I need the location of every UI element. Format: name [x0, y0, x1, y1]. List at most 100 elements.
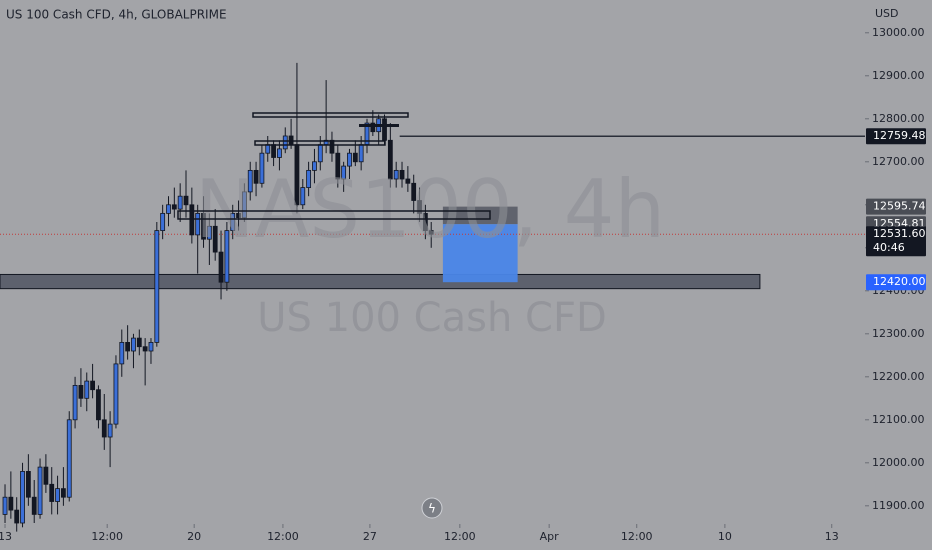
y-tick-label: 12200.00 — [872, 370, 925, 383]
candle-body — [405, 178, 411, 184]
candle-body — [271, 144, 276, 158]
candle-body — [84, 380, 90, 399]
candle-body — [253, 169, 259, 184]
candle-body — [177, 195, 183, 210]
candle-body — [37, 466, 43, 515]
y-tick-label: 13000.00 — [872, 26, 925, 39]
x-tick-label: 13 — [825, 530, 839, 543]
candle-body — [277, 148, 282, 158]
candle-body — [166, 204, 171, 214]
candle-body — [43, 466, 49, 485]
price-axis: 11900.00 12000.00 12100.00 12200.00 12300.00… — [0, 26, 926, 543]
candle-body — [282, 135, 288, 150]
price-label: 12595.74 — [873, 200, 926, 213]
candle-body — [61, 488, 66, 498]
candle-body — [2, 496, 8, 515]
candle-body — [306, 169, 312, 188]
candle-body — [247, 169, 253, 193]
candle-body — [90, 380, 95, 391]
candle-body — [14, 509, 20, 524]
x-tick-label: 20 — [187, 530, 201, 543]
x-tick-label: 12:00 — [267, 530, 299, 543]
price-label-box — [866, 128, 926, 145]
candle-body — [113, 363, 119, 425]
candle-body — [224, 230, 230, 283]
candle-body — [160, 212, 166, 231]
price-label: 12420.00 — [873, 275, 926, 288]
price-label: 12531.60 — [873, 227, 926, 240]
candle-body — [125, 341, 131, 352]
candle-body — [195, 212, 201, 236]
candle-body — [49, 483, 55, 502]
candle-body — [183, 195, 189, 206]
candle-body — [55, 488, 60, 502]
price-label-box — [866, 226, 926, 257]
candle-body — [66, 419, 72, 498]
candle-body — [101, 419, 107, 438]
candle-body — [236, 212, 241, 219]
x-tick-label: 13 — [0, 530, 12, 543]
candle-body — [171, 204, 177, 210]
candle-body — [78, 385, 84, 399]
candle-body — [230, 212, 236, 231]
chart-title: US 100 Cash CFD, 4h, GLOBALPRIME — [6, 8, 227, 22]
watermark-subtitle: US 100 Cash CFD — [257, 295, 607, 341]
candle-body — [154, 230, 160, 343]
candle-body — [201, 212, 206, 240]
candle-body — [417, 200, 422, 214]
currency: USD — [875, 7, 899, 20]
candle-body — [8, 496, 14, 511]
candle-body — [393, 169, 399, 180]
candle-body — [399, 169, 405, 180]
candle-body — [428, 230, 434, 235]
candle-body — [411, 182, 417, 201]
candle-body — [370, 122, 376, 133]
candle-body — [136, 337, 142, 348]
candle-body — [212, 225, 218, 253]
drawing-box — [254, 140, 386, 146]
x-tick-label: Apr — [540, 530, 560, 543]
x-tick-label: 12:00 — [621, 530, 653, 543]
x-tick-label: 12:00 — [91, 530, 123, 543]
candle-body — [265, 144, 271, 154]
icon-glyph: ϟ — [428, 502, 436, 516]
candle-body — [300, 187, 306, 206]
candle-body — [20, 471, 25, 524]
candle-body — [387, 139, 393, 180]
candle-body — [317, 144, 323, 163]
price-label: 12759.48 — [873, 129, 926, 142]
countdown: 40:46 — [873, 241, 905, 254]
y-tick-label: 12800.00 — [872, 112, 925, 125]
candle-body — [422, 212, 428, 231]
candle-body — [131, 337, 136, 352]
zone — [0, 273, 761, 290]
candle-body — [241, 191, 247, 219]
candle-body — [218, 251, 224, 283]
price-label-box — [866, 198, 926, 215]
candle-body — [25, 471, 31, 498]
candle-body — [189, 204, 195, 236]
candle-body — [119, 341, 125, 365]
y-tick-label: 12700.00 — [872, 155, 925, 168]
drawing-box — [177, 210, 491, 220]
candle-body — [96, 389, 101, 421]
drawing-line — [359, 124, 399, 127]
candle-body — [312, 161, 317, 171]
x-tick-label: 12:00 — [444, 530, 476, 543]
y-tick-label: 12000.00 — [872, 456, 925, 469]
watermark: NAS100, 4h — [195, 163, 666, 256]
candle-body — [259, 152, 265, 184]
candle-body — [347, 152, 352, 167]
candle-body — [206, 225, 212, 240]
candle-body — [329, 139, 335, 154]
icon-button[interactable] — [421, 497, 443, 519]
candle-body — [352, 152, 358, 163]
candle-body — [107, 423, 113, 438]
candle-body — [31, 496, 37, 515]
candle-body — [358, 144, 364, 163]
x-tick-label: 10 — [718, 530, 732, 543]
y-tick-label: 11900.00 — [872, 499, 925, 512]
candle-body — [335, 152, 341, 180]
